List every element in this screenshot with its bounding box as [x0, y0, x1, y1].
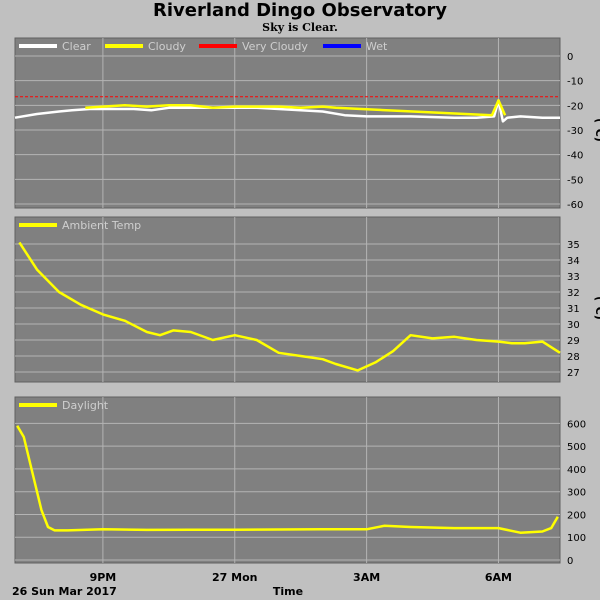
y-tick-label: 0: [567, 52, 573, 63]
series-line-daylight: [16, 425, 559, 534]
x-tick-label: 27 Mon: [212, 571, 257, 584]
y-tick-label: 200: [567, 510, 586, 521]
legend-label-wet: Wet: [366, 40, 388, 53]
series-line-clear: [14, 99, 560, 123]
x-tick-label: 6AM: [485, 571, 512, 584]
y-tick-label: 100: [567, 533, 586, 544]
y-tick-label: 31: [567, 304, 580, 315]
y-tick-label: -60: [567, 200, 583, 211]
y-tick-label: 33: [567, 272, 580, 283]
legend-label-ambient-temp: Ambient Temp: [62, 219, 141, 232]
footer-date: 26 Sun Mar 2017: [12, 585, 117, 598]
y-tick-label: -40: [567, 151, 583, 162]
y-tick-label: 500: [567, 442, 586, 453]
y-tick-label: -30: [567, 126, 583, 137]
x-axis-label: Time: [273, 585, 303, 598]
y-tick-label: 30: [567, 320, 580, 331]
plot-area: [14, 37, 561, 209]
x-tick-label: 3AM: [353, 571, 380, 584]
series-line-cloudy: [85, 99, 507, 117]
daylight-panel: Daylight 600 500 400 300 200 100 0 9PM 27 Mon 3AM 6…: [14, 396, 586, 584]
legend-label-clear: Clear: [62, 40, 91, 53]
sky-panel: Clear Cloudy Very Cloudy Wet 0 -10 -20 -30 -40 -5…: [14, 37, 600, 211]
series-line-ambient-temp: [18, 241, 561, 372]
y-tick-label: 35: [567, 240, 580, 251]
plot-area: [14, 216, 561, 383]
y-tick-label: -10: [567, 77, 583, 88]
y-tick-label: 300: [567, 488, 586, 499]
y-tick-label: 34: [567, 256, 580, 267]
y-tick-label: -20: [567, 101, 583, 112]
sky-status: Sky is Clear.: [262, 21, 338, 34]
y-tick-label: 32: [567, 288, 580, 299]
y-tick-label: 29: [567, 336, 580, 347]
legend-label-cloudy: Cloudy: [148, 40, 186, 53]
legend-label-very-cloudy: Very Cloudy: [242, 40, 308, 53]
ambient-temp-panel: Ambient Temp 35 34 33 32 31 30 29 28 27 (°C): [14, 216, 600, 383]
chart-title: Riverland Dingo Observatory: [152, 0, 448, 21]
y-tick-label: 0: [567, 556, 573, 567]
y-tick-label: 600: [567, 419, 586, 430]
y-unit-label: (°C): [593, 296, 600, 320]
x-tick-label: 9PM: [90, 571, 117, 584]
y-tick-label: 400: [567, 465, 586, 476]
y-unit-label: (°C): [593, 118, 600, 142]
y-tick-label: 28: [567, 352, 580, 363]
plot-area: [14, 396, 561, 564]
y-tick-label: 27: [567, 368, 580, 379]
legend-label-daylight: Daylight: [62, 399, 109, 412]
y-tick-label: -50: [567, 175, 583, 186]
